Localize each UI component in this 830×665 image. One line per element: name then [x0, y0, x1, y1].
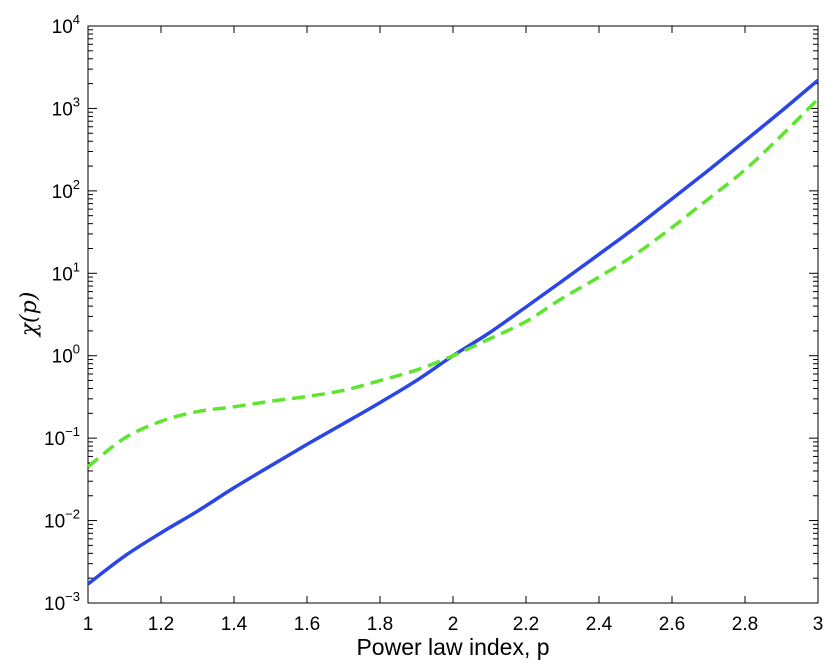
- y-tick-label: 10−1: [44, 424, 80, 450]
- dashed-series-line: [86, 97, 820, 469]
- x-tick-label: 1.6: [294, 614, 320, 635]
- y-tick-label: 100: [52, 342, 80, 368]
- x-tick-label: 2.2: [513, 614, 539, 635]
- plot-area: [87, 25, 819, 604]
- x-tick-label: 1.8: [367, 614, 393, 635]
- tick-labels: 1 1.2 1.4 1.6 1.8 2 2.2 2.4 2.6 2.8 3 10−3 10−2 10−1 1…: [44, 12, 823, 635]
- x-tick-label: 2.6: [659, 614, 685, 635]
- axis-ticks: [87, 25, 819, 604]
- x-tick-label: 1.2: [148, 614, 174, 635]
- y-tick-label: 101: [52, 259, 80, 285]
- x-axis-title: Power law index, p: [356, 634, 549, 660]
- x-tick-label: 2.8: [732, 614, 758, 635]
- x-tick-label: 1: [83, 614, 94, 635]
- y-axis-title: χ(p): [17, 292, 42, 339]
- x-tick-label: 3: [813, 614, 824, 635]
- y-tick-label: 10−3: [44, 589, 80, 615]
- y-tick-label: 104: [52, 12, 80, 38]
- y-tick-label: 102: [52, 177, 80, 203]
- x-tick-label: 1.4: [221, 614, 248, 635]
- x-tick-label: 2: [448, 614, 459, 635]
- x-tick-label: 2.4: [586, 614, 613, 635]
- y-tick-label: 10−2: [44, 507, 80, 533]
- y-tick-label: 103: [52, 94, 80, 120]
- series-layer: [86, 78, 820, 586]
